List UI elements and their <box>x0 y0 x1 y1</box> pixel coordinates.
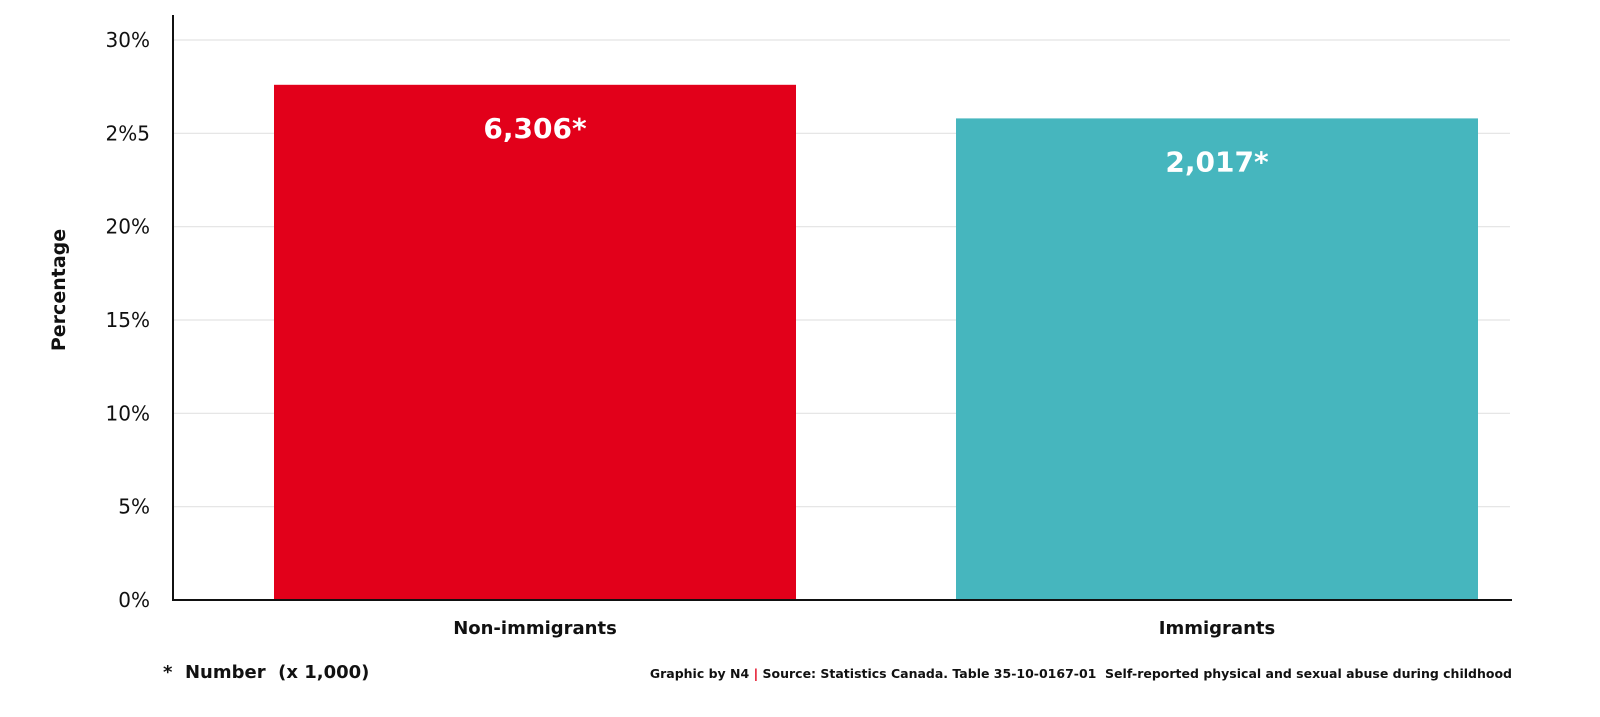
bar-immigrants <box>956 118 1478 601</box>
y-tick-label: 20% <box>106 215 150 239</box>
footnote-marker: * <box>163 662 173 683</box>
x-tick-label: Non-immigrants <box>453 618 617 639</box>
x-tick-label: Immigrants <box>1159 618 1275 639</box>
bar-data-label: 6,306* <box>483 112 587 145</box>
credit-separator: | <box>753 666 759 681</box>
bar-non-immigrants <box>274 84 796 601</box>
y-tick-label: 15% <box>106 308 150 332</box>
y-tick-label: 0% <box>118 588 150 612</box>
y-tick-label: 5% <box>118 495 150 519</box>
bars <box>274 84 1478 601</box>
source-credit: Graphic by N4 | Source: Statistics Canad… <box>650 666 1512 681</box>
footnote-text: Number (x 1,000) <box>184 662 370 683</box>
y-axis-title: Percentage <box>48 229 70 351</box>
axes <box>172 15 1512 601</box>
footnote: * Number (x 1,000) <box>163 662 369 683</box>
y-tick-label: 2%5 <box>106 121 150 145</box>
y-tick-label: 30% <box>106 28 150 52</box>
y-tick-label: 10% <box>106 401 150 425</box>
bar-data-label: 2,017* <box>1165 145 1269 178</box>
credit-source: Source: Statistics Canada. Table 35-10-0… <box>762 666 1513 681</box>
credit-graphic-by: Graphic by N4 <box>649 666 750 681</box>
chart-text: 0% 5% 10% 15% 20% 2%5 30% 6,306* Non-immigrants 2… <box>48 28 1275 639</box>
